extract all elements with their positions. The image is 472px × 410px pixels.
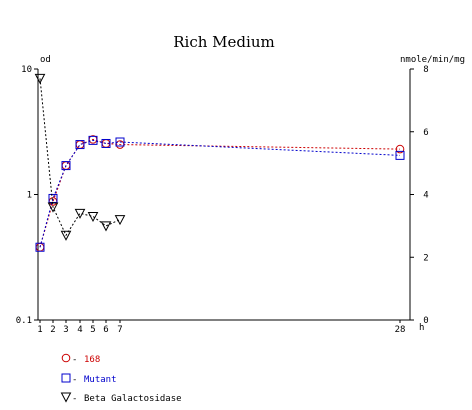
data-point — [87, 211, 99, 223]
y-right-tick-label: 4 — [423, 191, 428, 201]
y-left-tick-label: 1 — [27, 191, 32, 201]
y-right-tick-label: 0 — [423, 316, 428, 326]
y-right-label: nmole/min/mg — [400, 55, 465, 65]
data-point — [75, 140, 85, 150]
data-point — [75, 140, 85, 149]
legend-label: Mutant — [84, 375, 117, 385]
series-line — [39, 78, 121, 237]
series-1 — [35, 135, 405, 252]
legend-item: - Mutant — [61, 373, 117, 385]
x-tick-label: 1 — [37, 325, 42, 335]
legend-dash: - — [72, 355, 77, 365]
data-point — [47, 202, 59, 213]
data-point — [74, 208, 86, 219]
y-left-tick-label: 0.1 — [16, 316, 32, 326]
y-right-tick-label: 2 — [423, 253, 428, 263]
data-point — [114, 215, 126, 226]
x-tick-label: 7 — [117, 325, 122, 335]
x-tick-label: 3 — [63, 325, 68, 335]
data-point — [395, 150, 405, 160]
legend-dash: - — [72, 394, 77, 404]
legend-label: Beta Galactosidase — [84, 394, 182, 404]
series-line — [39, 138, 401, 248]
series-line — [39, 139, 401, 248]
legend-item: - Beta Galactosidase — [60, 392, 182, 404]
data-point — [395, 144, 405, 154]
data-point — [61, 161, 71, 171]
legend-marker — [61, 373, 71, 383]
data-point — [34, 73, 46, 84]
x-tick-label: 5 — [90, 325, 95, 335]
x-tick-label: 4 — [77, 325, 82, 335]
series-layer — [34, 73, 405, 252]
series-2 — [34, 73, 126, 241]
x-tick-label: 28 — [395, 325, 406, 335]
legend-item: -168 — [61, 353, 100, 365]
chart-title: Rich Medium — [173, 33, 274, 51]
y-left-tick-label: 10 — [21, 65, 32, 75]
data-point — [115, 137, 125, 147]
legend-marker — [60, 392, 72, 403]
y-left-label: od — [40, 55, 51, 65]
x-tick-label: 6 — [103, 325, 108, 335]
legend: -168- Mutant- Beta Galactosidase — [60, 353, 182, 404]
legend-marker — [61, 353, 71, 363]
x-tick-label: 2 — [50, 325, 55, 335]
data-point — [88, 135, 98, 145]
x-unit-label: h — [419, 323, 424, 333]
data-point — [100, 221, 112, 232]
legend-dash: - — [72, 375, 77, 385]
legend-label: 168 — [84, 355, 100, 365]
y-right-tick-label: 6 — [423, 128, 428, 138]
y-right-tick-label: 8 — [423, 65, 428, 75]
data-point — [48, 197, 58, 206]
data-point — [35, 242, 45, 252]
data-point — [60, 230, 72, 241]
data-point — [101, 138, 111, 148]
